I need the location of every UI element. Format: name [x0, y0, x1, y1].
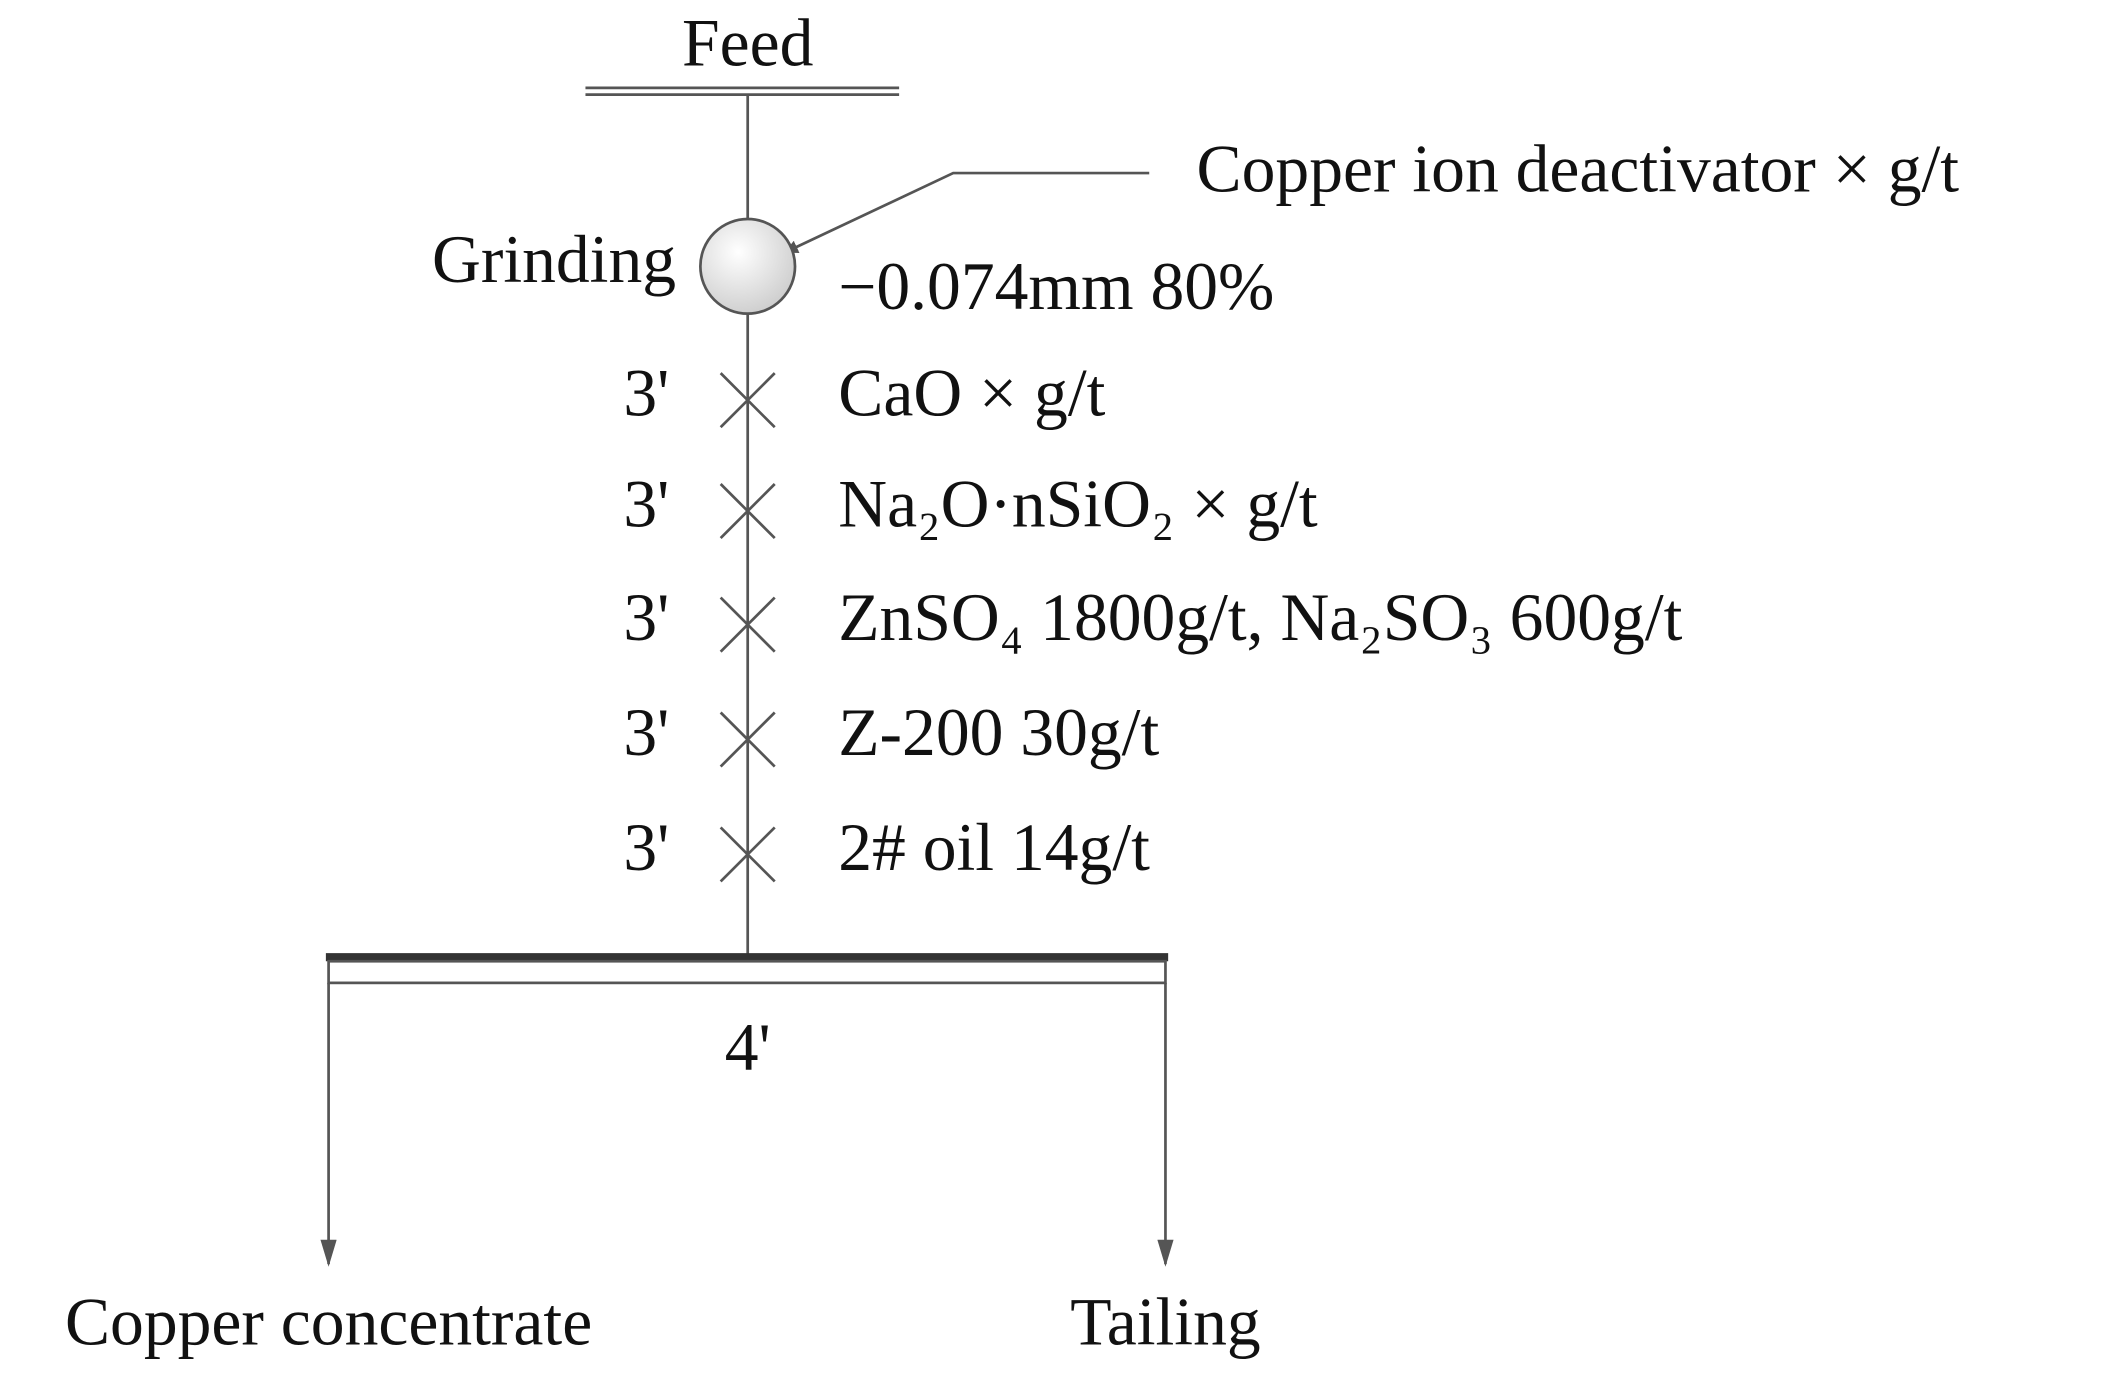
stage-cross	[719, 711, 776, 768]
stage-time: 3'	[623, 580, 669, 655]
grinding-reagent: Copper ion deactivator × g/t	[1197, 131, 1960, 206]
grinding-label: Grinding	[432, 222, 676, 297]
fineness: −0.074mm 80%	[838, 249, 1274, 324]
flotation-cell	[327, 959, 1167, 985]
stage-reagent: ZnSO₄ 1800g/t, Na₂SO₃ 600g/t	[838, 580, 1682, 655]
stage-reagent: Na₂O·nSiO₂ × g/t	[838, 467, 1318, 542]
feed-label: Feed	[682, 6, 813, 81]
stage-cross	[719, 483, 776, 540]
flotation-time: 4'	[725, 1010, 771, 1085]
stage-reagent: CaO × g/t	[838, 356, 1105, 431]
stage-time: 3'	[623, 356, 669, 431]
stage-cross	[719, 372, 776, 429]
stages: 3' CaO × g/t 3' Na₂O·nSiO₂ × g/t 3' ZnSO₄ 180…	[623, 356, 1682, 885]
product-label: Copper concentrate	[65, 1284, 592, 1359]
stage-cross	[719, 826, 776, 883]
stage-time: 3'	[623, 467, 669, 542]
stage-reagent: Z-200 30g/t	[838, 695, 1159, 770]
stage-time: 3'	[623, 695, 669, 770]
product-label: Tailing	[1070, 1284, 1260, 1359]
stage-reagent: 2# oil 14g/t	[838, 810, 1150, 885]
stage-cross	[719, 596, 776, 653]
stage-time: 3'	[623, 810, 669, 885]
reagent-arrow	[784, 171, 1150, 253]
grinding-mill	[699, 217, 797, 316]
